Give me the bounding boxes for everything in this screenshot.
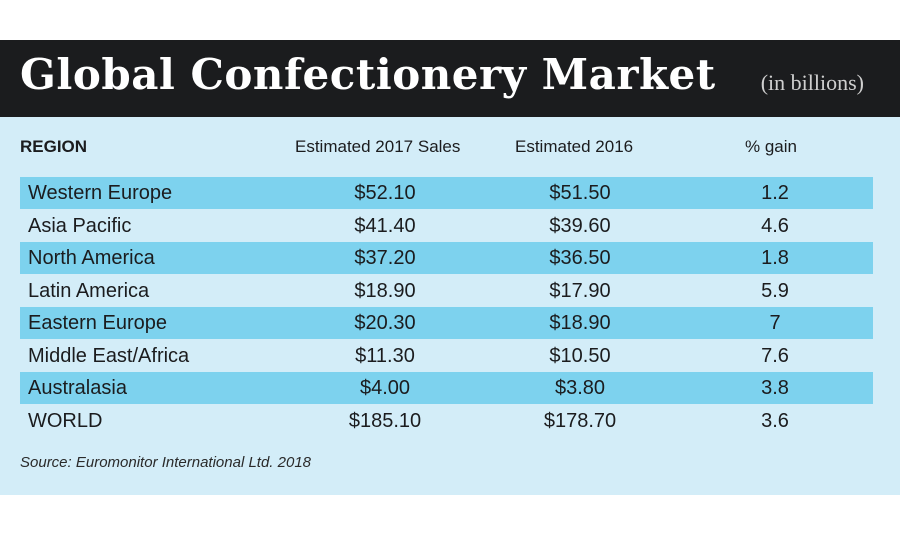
column-header: REGION xyxy=(20,137,88,156)
table-row: WORLD $185.10 $178.70 3.6 xyxy=(20,405,873,437)
title: Global Confectionery Market xyxy=(20,50,716,99)
table-cell: 3.8 xyxy=(761,377,789,399)
table-cell: North America xyxy=(28,247,155,269)
table-cell: Australasia xyxy=(28,377,127,399)
table-panel: Source: Euromonitor International Ltd. 2… xyxy=(0,117,900,495)
column-header: Estimated 2016 xyxy=(515,137,634,156)
table-cell: $18.90 xyxy=(354,279,416,302)
table-cell: $52.10 xyxy=(354,182,416,204)
table-cell: 7.6 xyxy=(761,344,789,367)
table-cell: Latin America xyxy=(28,279,150,302)
table-cell: 1.8 xyxy=(761,247,789,269)
table-cell: 5.9 xyxy=(761,279,789,302)
table-row: Middle East/Africa $11.30 $10.50 7.6 xyxy=(20,340,873,372)
table-row: North America $37.20 $36.50 1.8 xyxy=(20,242,873,274)
table-row: Eastern Europe $20.30 $18.90 7 xyxy=(20,307,873,339)
table-cell: $39.60 xyxy=(549,214,611,237)
table-cell: $37.20 xyxy=(354,247,416,269)
table-cell: $10.50 xyxy=(549,344,611,367)
table-cell: 4.6 xyxy=(761,214,789,237)
table-cell: $36.50 xyxy=(549,247,611,269)
column-header: % gain xyxy=(745,137,797,156)
table-cell: 7 xyxy=(769,312,781,334)
column-header: Estimated 2017 Sales xyxy=(295,137,461,156)
header-bar: Global Confectionery Market (in billions… xyxy=(0,40,900,117)
source-note: Source: Euromonitor International Ltd. 2… xyxy=(20,454,312,471)
table-cell: $41.40 xyxy=(354,214,416,237)
table-cell: $3.80 xyxy=(554,377,606,399)
table-row: Australasia $4.00 $3.80 3.8 xyxy=(20,372,873,404)
table-cell: $51.50 xyxy=(549,182,611,204)
table-cell: $18.90 xyxy=(549,312,611,334)
table-cell: WORLD xyxy=(28,409,103,432)
table-cell: $11.30 xyxy=(355,344,415,367)
table-cell: Asia Pacific xyxy=(28,214,132,237)
table-row: Latin America $18.90 $17.90 5.9 xyxy=(20,275,873,307)
table-row: Asia Pacific $41.40 $39.60 4.6 xyxy=(20,210,873,242)
table-cell: $17.90 xyxy=(549,279,611,302)
subtitle: (in billions) xyxy=(760,70,864,95)
table-cell: $185.10 xyxy=(348,409,422,432)
table-cell: Eastern Europe xyxy=(28,312,167,334)
table-cell: Western Europe xyxy=(28,182,173,204)
table-cell: 1.2 xyxy=(761,182,789,204)
table-row: Western Europe $52.10 $51.50 1.2 xyxy=(20,177,873,209)
table-cell: 3.6 xyxy=(761,409,789,432)
table-cell: $20.30 xyxy=(354,312,416,334)
table-cell: $178.70 xyxy=(543,409,617,432)
table-cell: $4.00 xyxy=(359,377,411,399)
table-cell: Middle East/Africa xyxy=(28,344,190,367)
